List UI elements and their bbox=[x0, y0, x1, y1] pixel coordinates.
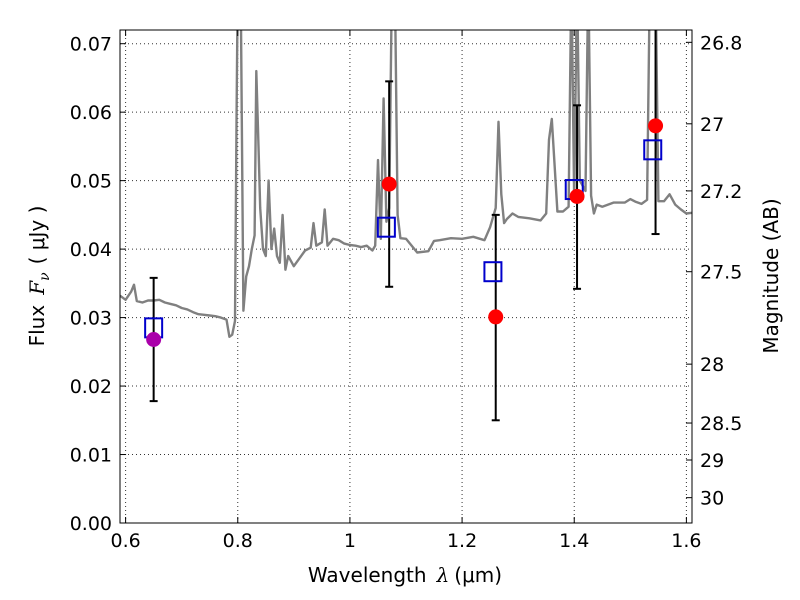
x-axis-title-prefix: Wavelength bbox=[308, 563, 427, 587]
y-tick-label: 0.02 bbox=[70, 376, 112, 398]
y-axis-title: Flux Fν ( μJy ) bbox=[25, 206, 53, 347]
model-square bbox=[643, 139, 663, 161]
x-axis-title-unit: (μm) bbox=[454, 563, 502, 587]
observed-point bbox=[648, 118, 664, 134]
y-tick-label: 0.07 bbox=[70, 34, 112, 56]
y2-tick-label: 27 bbox=[700, 114, 724, 136]
y2-tick-label: 27.5 bbox=[700, 262, 742, 284]
observed-point bbox=[488, 309, 504, 325]
x-tick-label: 1.2 bbox=[447, 530, 477, 552]
x-axis-title: Wavelength λ (μm) bbox=[308, 563, 502, 587]
spectrum-line bbox=[120, 30, 692, 338]
y-tick-label: 0.01 bbox=[70, 445, 112, 467]
y-tick-label: 0.04 bbox=[70, 239, 112, 261]
y2-tick-label: 27.2 bbox=[700, 181, 742, 203]
x-tick-label: 1.6 bbox=[671, 530, 701, 552]
model-square bbox=[483, 261, 503, 283]
x-tick-label: 0.8 bbox=[223, 530, 253, 552]
x-tick-label: 1 bbox=[344, 530, 356, 552]
y-tick-label: 0.06 bbox=[70, 102, 112, 124]
y-tick-label: 0.00 bbox=[70, 513, 112, 535]
x-axis-title-symbol: λ bbox=[436, 563, 450, 587]
y-tick-label: 0.03 bbox=[70, 308, 112, 330]
y2-tick-label: 28 bbox=[700, 354, 724, 376]
y-axis-title-subscript: ν bbox=[37, 272, 53, 281]
observed-point bbox=[569, 188, 585, 204]
model-square bbox=[376, 216, 396, 238]
x-tick-label: 1.4 bbox=[559, 530, 589, 552]
y-tick-label: 0.05 bbox=[70, 171, 112, 193]
y-axis-title-symbol: F bbox=[25, 280, 49, 296]
y2-tick-label: 29 bbox=[700, 450, 724, 472]
spectrum-layer bbox=[120, 30, 692, 338]
y2-tick-label: 28.5 bbox=[700, 413, 742, 435]
y-axis-title-unit: ( μJy ) bbox=[25, 206, 49, 265]
observed-point bbox=[146, 331, 162, 347]
ticks-layer: 0.6 0.8 1 1.2 1.4 1.6 0.00 0.01 0.02 0.03 0.04 0.05… bbox=[70, 30, 742, 552]
y2-tick-label: 30 bbox=[700, 488, 724, 510]
plot-frame bbox=[119, 29, 693, 524]
y2-tick-label: 26.8 bbox=[700, 32, 742, 54]
x-tick-label: 0.6 bbox=[110, 530, 140, 552]
points-layer bbox=[144, 30, 664, 422]
y-axis-title-prefix: Flux bbox=[25, 305, 49, 347]
observed-point bbox=[381, 176, 397, 192]
y2-axis-title: Magnitude (AB) bbox=[759, 198, 783, 353]
